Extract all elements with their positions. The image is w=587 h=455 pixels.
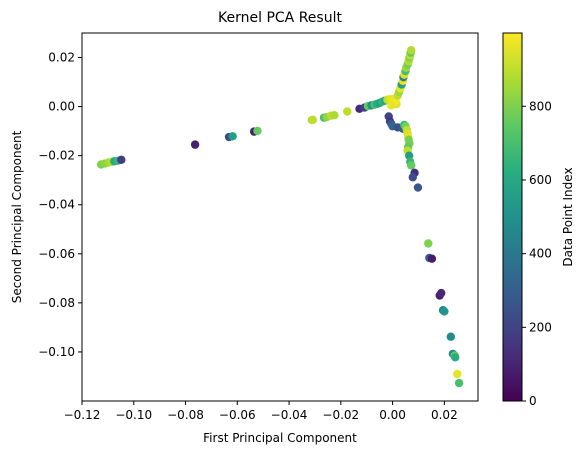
data-point — [190, 140, 200, 149]
y-tick-label: 0.00 — [48, 100, 75, 114]
x-axis-label: First Principal Component — [203, 431, 357, 445]
data-point — [330, 110, 339, 120]
data-point — [427, 254, 437, 263]
data-point — [117, 155, 126, 165]
points-layer — [96, 45, 464, 388]
data-point — [424, 239, 433, 248]
x-tick-label: −0.12 — [64, 408, 101, 422]
colorbar-tick-label: 200 — [529, 320, 552, 334]
data-point — [413, 183, 423, 192]
y-axis-label: Second Principal Component — [10, 130, 24, 303]
data-point — [437, 288, 446, 298]
x-axis: −0.12 −0.10 −0.08 −0.06 −0.04 −0.02 0.00 0.02 — [64, 401, 458, 422]
colorbar-label: Data Point Index — [561, 167, 575, 266]
x-tick-label: 0.00 — [379, 408, 406, 422]
data-point — [407, 45, 416, 55]
x-tick-label: −0.10 — [115, 408, 152, 422]
data-point — [451, 353, 460, 362]
data-point — [387, 101, 396, 110]
colorbar-tick-label: 0 — [529, 394, 537, 408]
data-point — [454, 378, 464, 388]
y-tick-label: −0.08 — [38, 296, 75, 310]
y-tick-label: −0.06 — [38, 247, 75, 261]
data-point — [440, 307, 449, 316]
colorbar-tick-label: 600 — [529, 173, 552, 187]
x-tick-label: −0.02 — [322, 408, 359, 422]
colorbar-tick-label: 400 — [529, 247, 552, 261]
y-tick-label: −0.02 — [38, 149, 75, 163]
data-point — [253, 126, 262, 136]
data-point — [446, 332, 456, 341]
data-point — [308, 115, 318, 125]
y-tick-label: −0.10 — [38, 345, 75, 359]
colorbar-ticks: 0 200 400 600 800 — [522, 99, 552, 408]
chart-title: Kernel PCA Result — [218, 10, 342, 26]
x-tick-label: −0.06 — [219, 408, 256, 422]
data-point — [343, 107, 352, 116]
y-axis: 0.02 0.00 −0.02 −0.04 −0.06 −0.08 −0.10 — [38, 51, 82, 359]
x-tick-label: 0.02 — [431, 408, 458, 422]
y-tick-label: −0.04 — [38, 198, 75, 212]
x-tick-label: −0.08 — [167, 408, 204, 422]
y-tick-label: 0.02 — [48, 51, 75, 65]
colorbar — [502, 32, 523, 402]
data-point — [407, 161, 416, 170]
colorbar-tick-label: 800 — [529, 99, 552, 113]
data-point — [453, 369, 462, 379]
data-point — [228, 132, 237, 141]
x-tick-label: −0.04 — [271, 408, 308, 422]
data-point — [408, 173, 417, 182]
plot-frame — [81, 32, 479, 402]
